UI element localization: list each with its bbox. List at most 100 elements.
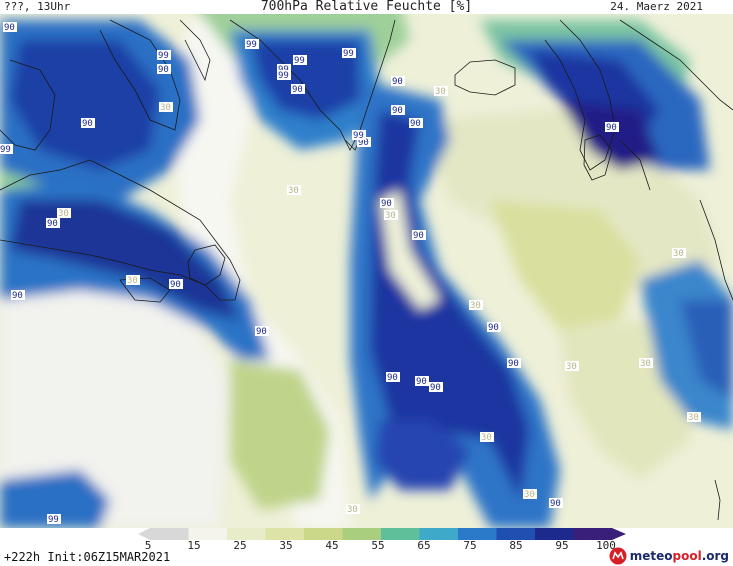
svg-text:99: 99: [0, 145, 11, 155]
contour-label: 99: [157, 50, 171, 61]
contour-label: 90: [81, 118, 95, 129]
contour-label: 90: [11, 290, 25, 301]
svg-text:90: 90: [488, 323, 499, 333]
svg-text:90: 90: [158, 65, 169, 75]
svg-text:30: 30: [524, 490, 535, 500]
colorbar-tick-label: 45: [325, 539, 339, 552]
svg-text:90: 90: [416, 377, 427, 387]
contour-label: 90: [549, 498, 563, 509]
colorbar-segment: [150, 528, 189, 540]
humidity-map: 9099909999999990999090999090309990309030…: [0, 14, 733, 528]
contour-label: 90: [391, 76, 405, 87]
colorbar-segment: [419, 528, 459, 540]
svg-text:90: 90: [413, 231, 424, 241]
svg-text:90: 90: [392, 77, 403, 87]
svg-text:99: 99: [246, 40, 257, 50]
brand-dot: pool: [672, 549, 702, 563]
contour-label: 90: [605, 122, 619, 133]
svg-text:99: 99: [294, 56, 305, 66]
contour-label: 99: [277, 70, 291, 81]
contour-label: 90: [386, 372, 400, 383]
svg-text:30: 30: [127, 276, 138, 286]
svg-text:90: 90: [170, 280, 181, 290]
colorbar-segment: [496, 528, 536, 540]
contour-label: 30: [287, 185, 301, 196]
contour-label: 90: [487, 322, 501, 333]
svg-text:30: 30: [470, 301, 481, 311]
colorbar-segment: [265, 528, 305, 540]
svg-text:30: 30: [288, 186, 299, 196]
colorbar-segment: [535, 528, 574, 540]
meteopool-logo-icon: [609, 547, 627, 565]
contour-label: 30: [57, 208, 71, 219]
svg-text:90: 90: [430, 383, 441, 393]
contour-label: 99: [0, 144, 13, 155]
contour-label: 90: [415, 376, 429, 387]
contour-label: 30: [480, 432, 494, 443]
contour-label: 30: [159, 102, 173, 113]
svg-text:30: 30: [566, 362, 577, 372]
svg-text:99: 99: [278, 71, 289, 81]
contour-label: 99: [352, 130, 366, 141]
valid-date: 24. Maerz 2021: [610, 0, 703, 13]
svg-text:90: 90: [82, 119, 93, 129]
svg-text:99: 99: [158, 51, 169, 61]
colorbar-tick-label: 85: [509, 539, 523, 552]
svg-text:90: 90: [381, 199, 392, 209]
svg-text:90: 90: [606, 123, 617, 133]
contour-label: 90: [357, 137, 371, 148]
contour-label: 99: [342, 48, 356, 59]
svg-text:90: 90: [508, 359, 519, 369]
colorbar-tick-label: 75: [463, 539, 477, 552]
colorbar-segment: [304, 528, 343, 540]
svg-text:90: 90: [550, 499, 561, 509]
svg-text:30: 30: [481, 433, 492, 443]
colorbar-tick-label: 55: [371, 539, 385, 552]
colorbar-segment: [573, 528, 613, 540]
map-title: 700hPa Relative Feuchte [%]: [260, 0, 473, 14]
contour-label: 30: [434, 86, 448, 97]
contour-label: 99: [245, 39, 259, 50]
contour-label: 90: [46, 218, 60, 229]
location-time-label: ???, 13Uhr: [4, 0, 71, 13]
colorbar-segment: [342, 528, 382, 540]
colorbar-tick-label: 100: [596, 539, 616, 552]
svg-text:99: 99: [353, 131, 364, 141]
forecast-run-info: +222h Init:06Z15MAR2021: [4, 550, 171, 564]
contour-label: 30: [346, 504, 360, 515]
colorbar-arrow-right: [612, 528, 626, 540]
svg-text:30: 30: [160, 103, 171, 113]
colorbar-tick-label: 35: [279, 539, 293, 552]
colorbar-tick-label: 25: [233, 539, 247, 552]
contour-label: 30: [469, 300, 483, 311]
svg-text:30: 30: [640, 359, 651, 369]
svg-text:30: 30: [385, 211, 396, 221]
contour-label: 30: [523, 489, 537, 500]
meteopool-logo-text: meteopool.org: [630, 549, 729, 563]
contour-label: 99: [293, 55, 307, 66]
meteopool-logo: meteopool.org: [609, 546, 729, 566]
svg-text:90: 90: [12, 291, 23, 301]
colorbar-segment: [381, 528, 420, 540]
svg-text:30: 30: [688, 413, 699, 423]
contour-label: 30: [639, 358, 653, 369]
svg-text:99: 99: [343, 49, 354, 59]
contour-label: 30: [565, 361, 579, 372]
contour-label: 30: [384, 210, 398, 221]
svg-text:30: 30: [435, 87, 446, 97]
contour-label: 90: [412, 230, 426, 241]
svg-text:90: 90: [410, 119, 421, 129]
contour-label: 90: [409, 118, 423, 129]
svg-text:30: 30: [58, 209, 69, 219]
svg-text:90: 90: [4, 23, 15, 33]
colorbar-tick-label: 15: [187, 539, 201, 552]
colorbar-tick-label: 65: [417, 539, 431, 552]
colorbar-segment: [458, 528, 497, 540]
brand-suffix: .org: [701, 549, 729, 563]
svg-text:90: 90: [292, 85, 303, 95]
svg-text:90: 90: [47, 219, 58, 229]
contour-label: 90: [169, 279, 183, 290]
brand-prefix: meteo: [629, 549, 673, 563]
colorbar-segment: [188, 528, 228, 540]
